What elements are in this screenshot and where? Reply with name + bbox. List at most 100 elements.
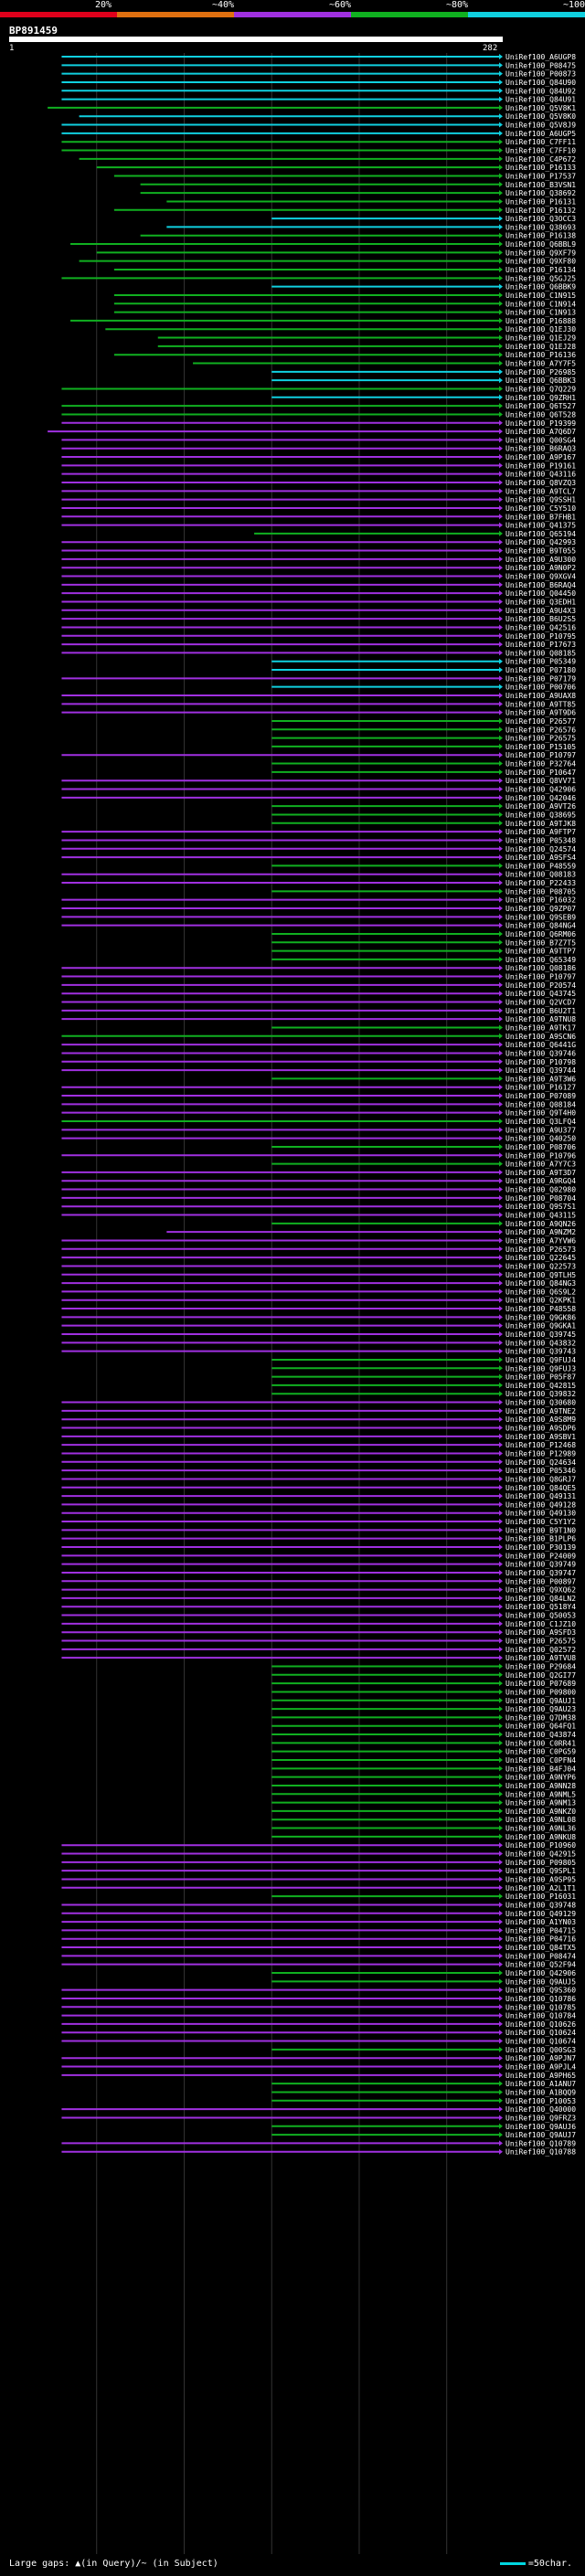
hit-label[interactable]: UniRef100_Q84TX5 [505,1944,576,1952]
hit-label[interactable]: UniRef100_P20574 [505,981,576,990]
hit-label[interactable]: UniRef100_Q43115 [505,1212,576,1220]
hit-label[interactable]: UniRef100_Q00SG4 [505,436,576,444]
hit-label[interactable]: UniRef100_P10798 [505,1058,576,1066]
hit-label[interactable]: UniRef100_Q10786 [505,1995,576,2003]
hit-label[interactable]: UniRef100_Q84NG3 [505,1279,576,1288]
hit-label[interactable]: UniRef100_A9U4X3 [505,607,576,615]
hit-label[interactable]: UniRef100_Q2GI77 [505,1671,576,1680]
hit-label[interactable]: UniRef100_P10053 [505,2097,576,2105]
hit-label[interactable]: UniRef100_Q84LN2 [505,1595,576,1603]
hit-label[interactable]: UniRef100_P00873 [505,70,576,79]
hit-label[interactable]: UniRef100_P26575 [505,735,576,743]
hit-label[interactable]: UniRef100_P00897 [505,1577,576,1585]
hit-label[interactable]: UniRef100_Q42906 [505,786,576,794]
hit-label[interactable]: UniRef100_P08706 [505,1143,576,1151]
hit-label[interactable]: UniRef100_Q02572 [505,1646,576,1654]
hit-label[interactable]: UniRef100_B4FJ04 [505,1765,576,1773]
hit-label[interactable]: UniRef100_A9S8M9 [505,1415,576,1424]
hit-label[interactable]: UniRef100_P09805 [505,1859,576,1867]
hit-label[interactable]: UniRef100_A9TJK8 [505,820,576,828]
hit-label[interactable]: UniRef100_P48559 [505,862,576,870]
hit-label[interactable]: UniRef100_Q9SPL1 [505,1867,576,1875]
hit-label[interactable]: UniRef100_A9SP95 [505,1875,576,1883]
hit-label[interactable]: UniRef100_Q10674 [505,2038,576,2046]
hit-label[interactable]: UniRef100_Q08184 [505,1100,576,1108]
hit-label[interactable]: UniRef100_P10796 [505,1151,576,1160]
hit-label[interactable]: UniRef100_P16031 [505,1892,576,1901]
hit-label[interactable]: UniRef100_A9T9D6 [505,709,576,717]
hit-label[interactable]: UniRef100_Q8VV71 [505,777,576,785]
hit-label[interactable]: UniRef100_Q3OCC3 [505,215,576,223]
hit-label[interactable]: UniRef100_P07180 [505,666,576,674]
hit-label[interactable]: UniRef100_Q7Q229 [505,385,576,393]
hit-label[interactable]: UniRef100_Q9AUJ7 [505,2131,576,2139]
hit-label[interactable]: UniRef100_Q39743 [505,1348,576,1356]
hit-label[interactable]: UniRef100_C1JZ10 [505,1620,576,1628]
hit-label[interactable]: UniRef100_C5Y1Y2 [505,1518,576,1526]
hit-label[interactable]: UniRef100_Q9FUJ3 [505,1364,576,1373]
hit-label[interactable]: UniRef100_A7Q6D7 [505,428,576,436]
hit-label[interactable]: UniRef100_Q49129 [505,1910,576,1918]
hit-label[interactable]: UniRef100_Q9ZP07 [505,905,576,913]
hit-label[interactable]: UniRef100_Q9XQ62 [505,1586,576,1595]
hit-label[interactable]: UniRef100_P19161 [505,461,576,470]
hit-label[interactable]: UniRef100_P05346 [505,1467,576,1475]
hit-label[interactable]: UniRef100_B9T055 [505,547,576,556]
hit-label[interactable]: UniRef100_Q65349 [505,956,576,964]
hit-label[interactable]: UniRef100_P30139 [505,1543,576,1552]
hit-label[interactable]: UniRef100_Q6BBL9 [505,240,576,249]
hit-label[interactable]: UniRef100_A9UAX8 [505,692,576,700]
hit-label[interactable]: UniRef100_A9NN28 [505,1782,576,1790]
hit-label[interactable]: UniRef100_Q08185 [505,649,576,657]
hit-label[interactable]: UniRef100_P07089 [505,1092,576,1100]
hit-label[interactable]: UniRef100_Q24634 [505,1458,576,1467]
hit-label[interactable]: UniRef100_Q1EJ30 [505,325,576,334]
hit-label[interactable]: UniRef100_Q9AUJ6 [505,2123,576,2131]
hit-label[interactable]: UniRef100_Q9XF80 [505,258,576,266]
hit-label[interactable]: UniRef100_Q50053 [505,1612,576,1620]
hit-label[interactable]: UniRef100_P16134 [505,266,576,274]
hit-label[interactable]: UniRef100_Q6BBK9 [505,283,576,292]
hit-label[interactable]: UniRef100_B6U2S5 [505,615,576,623]
hit-label[interactable]: UniRef100_Q39744 [505,1066,576,1075]
hit-label[interactable]: UniRef100_Q30680 [505,1399,576,1407]
hit-label[interactable]: UniRef100_Q39747 [505,1569,576,1577]
hit-label[interactable]: UniRef100_A9NKZ0 [505,1807,576,1816]
hit-label[interactable]: UniRef100_A9PJN7 [505,2054,576,2062]
hit-label[interactable]: UniRef100_P10647 [505,769,576,777]
hit-label[interactable]: UniRef100_Q8GRJ7 [505,1475,576,1483]
hit-label[interactable]: UniRef100_P26575 [505,1638,576,1646]
hit-label[interactable]: UniRef100_Q08183 [505,871,576,879]
hit-label[interactable]: UniRef100_Q7DM38 [505,1713,576,1722]
hit-label[interactable]: UniRef100_Q10788 [505,2148,576,2157]
hit-label[interactable]: UniRef100_P08705 [505,887,576,896]
hit-label[interactable]: UniRef100_P04716 [505,1935,576,1944]
hit-label[interactable]: UniRef100_P05349 [505,658,576,666]
hit-label[interactable]: UniRef100_A9U300 [505,556,576,564]
hit-label[interactable]: UniRef100_Q42516 [505,623,576,631]
hit-label[interactable]: UniRef100_Q9GK86 [505,1313,576,1321]
hit-label[interactable]: UniRef100_A1ANU7 [505,2080,576,2088]
hit-label[interactable]: UniRef100_Q6441G [505,1041,576,1049]
hit-label[interactable]: UniRef100_Q6BBK3 [505,376,576,385]
hit-label[interactable]: UniRef100_P16138 [505,232,576,240]
hit-label[interactable]: UniRef100_B7Z7T5 [505,938,576,947]
hit-label[interactable]: UniRef100_Q1EJ29 [505,334,576,343]
hit-label[interactable]: UniRef100_Q9SEB9 [505,913,576,921]
hit-label[interactable]: UniRef100_Q22645 [505,1254,576,1262]
hit-label[interactable]: UniRef100_A6UGP8 [505,53,576,61]
hit-label[interactable]: UniRef100_A9TNE2 [505,1407,576,1415]
hit-label[interactable]: UniRef100_A9NKU8 [505,1833,576,1841]
hit-label[interactable]: UniRef100_Q24574 [505,845,576,853]
hit-label[interactable]: UniRef100_P26577 [505,717,576,726]
hit-label[interactable]: UniRef100_P10960 [505,1841,576,1850]
hit-label[interactable]: UniRef100_P08475 [505,61,576,69]
hit-label[interactable]: UniRef100_Q41375 [505,522,576,530]
hit-label[interactable]: UniRef100_A9SCN6 [505,1033,576,1041]
hit-label[interactable]: UniRef100_P08474 [505,1952,576,1960]
hit-label[interactable]: UniRef100_A9TT85 [505,700,576,708]
hit-label[interactable]: UniRef100_A9PJL4 [505,2063,576,2072]
hit-label[interactable]: UniRef100_Q9FUJ4 [505,1356,576,1364]
hit-label[interactable]: UniRef100_P17673 [505,641,576,649]
hit-label[interactable]: UniRef100_P17537 [505,172,576,180]
